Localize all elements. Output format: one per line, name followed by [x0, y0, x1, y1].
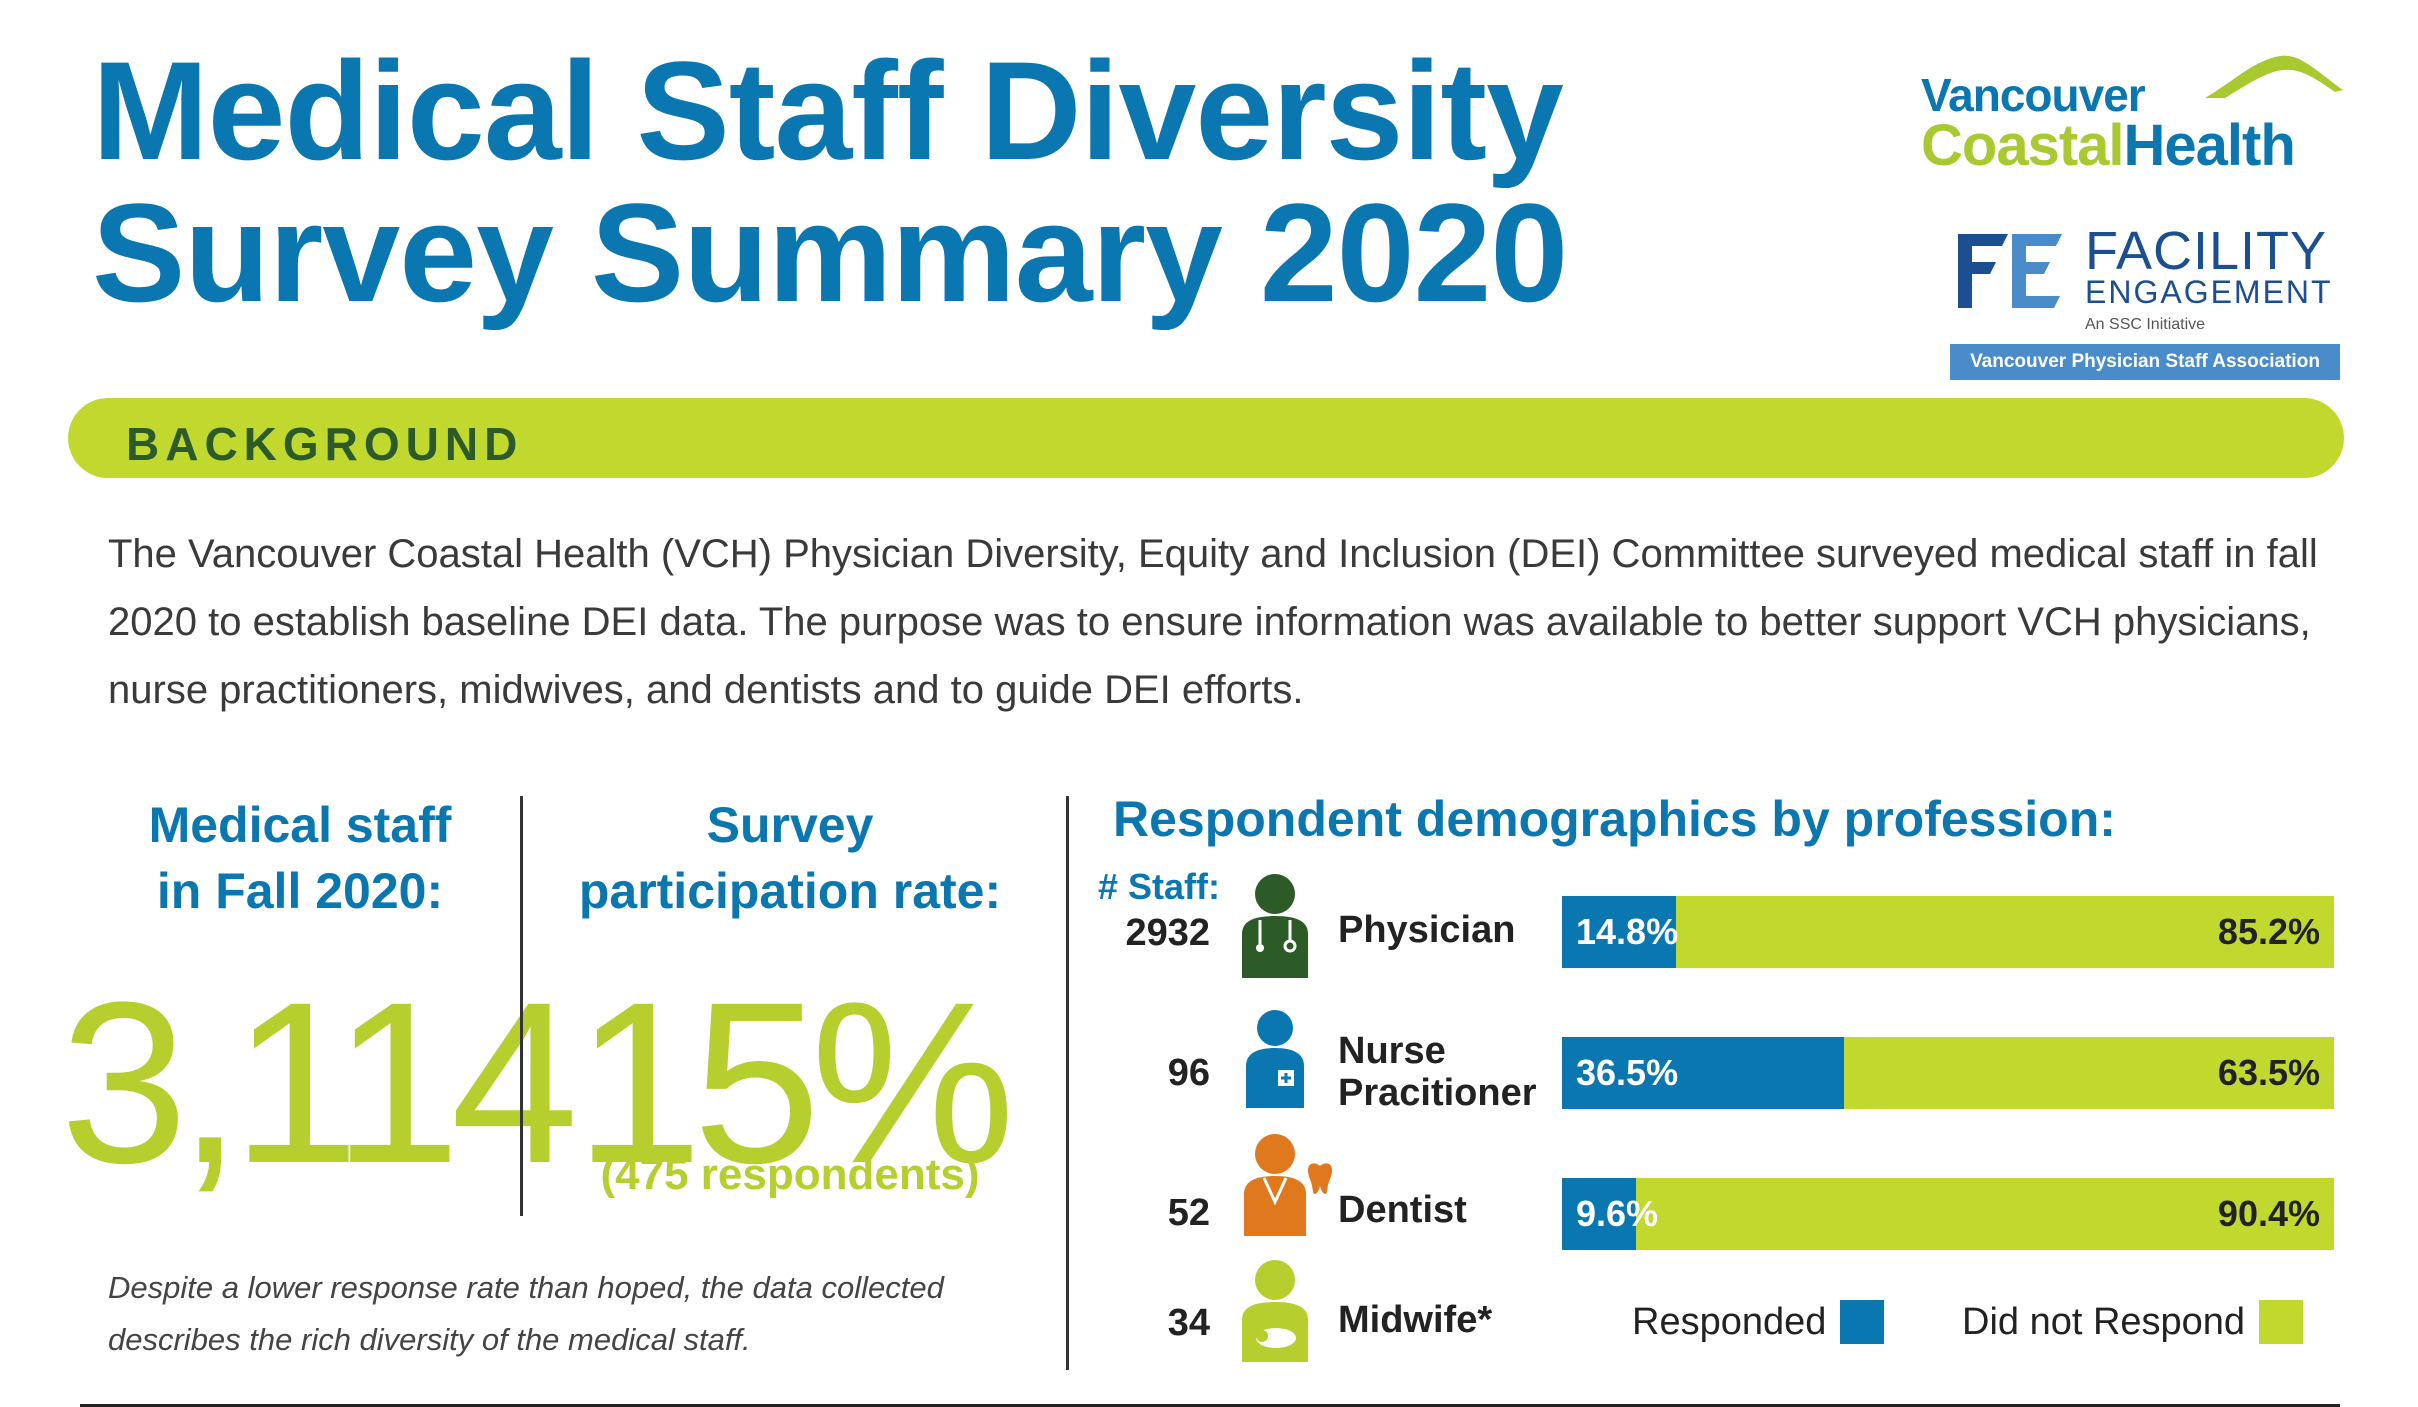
bottom-rule	[80, 1404, 2340, 1407]
staff-count-label: # Staff:	[1098, 866, 1221, 907]
legend-responded: Responded	[1632, 1300, 1885, 1344]
nurse-bar: 36.5% 63.5%	[1562, 1037, 2334, 1109]
legend-not-responded: Did not Respond	[1962, 1300, 2304, 1344]
section-divider	[1066, 796, 1069, 1370]
participation-respondents: (475 respondents)	[600, 1150, 980, 1199]
background-text: The Vancouver Coastal Health (VCH) Physi…	[108, 532, 2318, 712]
title-line-1: Medical Staff Diversity	[92, 32, 1564, 189]
dentist-count: 52	[1167, 1192, 1210, 1234]
midwife-count: 34	[1167, 1302, 1210, 1344]
stats-divider	[520, 796, 523, 1216]
dentist-bar: 9.6% 90.4%	[1562, 1178, 2334, 1250]
participation-value: 15%	[574, 954, 1015, 1211]
physician-responded-pct: 14.8%	[1576, 911, 1679, 952]
fe-association-bar: Vancouver Physician Staff Association	[1950, 344, 2340, 380]
legend-not-responded-label: Did not Respond	[1962, 1300, 2246, 1343]
legend-not-responded-swatch	[2259, 1300, 2304, 1344]
fe-word-facility: FACILITY	[2085, 221, 2328, 281]
medical-staff-heading-line-1: Medical staff	[148, 797, 452, 853]
nurse-not-responded-pct: 63.5%	[2217, 1052, 2320, 1093]
legend-responded-swatch	[1840, 1300, 1885, 1344]
facility-engagement-logo: FACILITY ENGAGEMENT An SSC Initiative Va…	[1950, 220, 2340, 380]
physician-label: Physician	[1338, 909, 1516, 951]
vch-coastal: Coastal	[1921, 113, 2125, 178]
nurse-label-line-2: Pracitioner	[1338, 1072, 1537, 1114]
legend-responded-label: Responded	[1632, 1300, 1827, 1343]
nurse-bar-responded	[1562, 1037, 1844, 1109]
mountain-icon	[2205, 55, 2343, 98]
vch-logo-line-2: CoastalHealth	[1921, 112, 2296, 179]
physician-icon	[1242, 874, 1308, 978]
physician-bar: 14.8% 85.2%	[1562, 896, 2334, 968]
dentist-responded-pct: 9.6%	[1576, 1193, 1659, 1234]
nurse-responded-pct: 36.5%	[1576, 1052, 1679, 1093]
vch-logo: Vancouver CoastalHealth	[1915, 50, 2345, 180]
midwife-label: Midwife*	[1338, 1299, 1493, 1341]
page-title: Medical Staff Diversity Survey Summary 2…	[92, 40, 1792, 324]
nurse-label-line-1: Nurse	[1338, 1030, 1446, 1072]
dentist-bar-responded	[1562, 1178, 1637, 1250]
fe-word-engagement: ENGAGEMENT	[2085, 274, 2333, 310]
title-line-2: Survey Summary 2020	[92, 174, 1568, 331]
fe-monogram-icon	[1958, 234, 2062, 308]
demographics-title: Respondent demographics by profession:	[1113, 791, 2116, 847]
response-note: Despite a lower response rate than hoped…	[108, 1270, 944, 1357]
participation-heading-line-2: participation rate:	[578, 863, 1002, 919]
participation-heading: Survey participation rate:	[560, 792, 1020, 924]
background-label: BACKGROUND	[126, 418, 524, 470]
dentist-label: Dentist	[1338, 1189, 1467, 1231]
dentist-not-responded-pct: 90.4%	[2217, 1193, 2320, 1234]
physician-not-responded-pct: 85.2%	[2217, 911, 2320, 952]
midwife-icon	[1242, 1260, 1308, 1362]
medical-staff-heading-line-2: in Fall 2020:	[156, 863, 444, 919]
nurse-count: 96	[1167, 1052, 1210, 1094]
medical-staff-heading: Medical staff in Fall 2020:	[80, 792, 520, 924]
physician-count: 2932	[1125, 912, 1210, 954]
vch-logo-line-1: Vancouver	[1921, 69, 2146, 121]
dentist-icon	[1244, 1134, 1332, 1236]
background-section-bar	[68, 398, 2344, 478]
fe-ssc-text: An SSC Initiative	[2085, 316, 2206, 333]
vch-health: Health	[2123, 113, 2296, 178]
medical-staff-value: 3,114	[60, 954, 579, 1211]
physician-bar-responded	[1562, 896, 1677, 968]
nurse-label: Nurse Pracitioner	[1338, 1030, 1537, 1114]
participation-heading-line-1: Survey	[706, 797, 874, 853]
nurse-icon	[1246, 1010, 1304, 1108]
